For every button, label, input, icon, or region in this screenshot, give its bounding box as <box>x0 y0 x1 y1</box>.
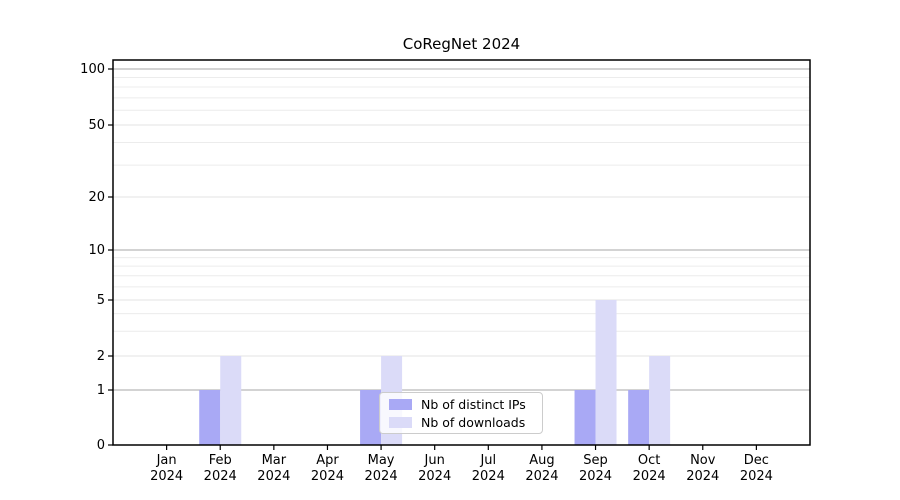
x-tick-label: Oct 2024 <box>619 453 679 485</box>
x-tick-label-line: Jan <box>156 453 177 468</box>
bar-distinct-ips <box>199 390 221 445</box>
bar-downloads <box>220 356 242 445</box>
x-tick-label: Dec 2024 <box>726 453 786 485</box>
x-tick-label-line: 2024 <box>686 469 720 484</box>
x-tick-label-line: 2024 <box>418 469 452 484</box>
plot-border <box>112 59 811 446</box>
y-tick-label: 1 <box>96 382 105 398</box>
bar-downloads <box>649 356 671 445</box>
x-tick-label-line: Oct <box>637 453 661 468</box>
y-tick-label: 20 <box>88 189 105 205</box>
x-tick-label-line: 2024 <box>310 469 344 484</box>
x-tick-label-line: Aug <box>529 453 555 468</box>
legend-item-downloads: Nb of downloads <box>389 415 542 430</box>
x-tick-label-line: Apr <box>316 453 339 468</box>
x-tick-label: Jan 2024 <box>137 453 197 485</box>
legend-label-downloads: Nb of downloads <box>421 414 526 430</box>
x-tick-label-line: 2024 <box>632 469 666 484</box>
bar-distinct-ips <box>574 390 596 445</box>
x-tick-label: Sep 2024 <box>566 453 626 485</box>
x-tick-label: Jun 2024 <box>405 453 465 485</box>
x-tick-label: Aug 2024 <box>512 453 572 485</box>
x-tick-label-line: 2024 <box>471 469 505 484</box>
x-tick-label-line: 2024 <box>203 469 237 484</box>
x-tick-label: May 2024 <box>351 453 411 485</box>
bar-downloads <box>595 300 617 445</box>
x-tick-label-line: Nov <box>690 453 716 468</box>
y-tick-label: 2 <box>96 348 105 364</box>
chart-title: CoRegNet 2024 <box>402 35 521 53</box>
x-tick-label-line: Dec <box>743 453 769 468</box>
legend-item-distinct-ips: Nb of distinct IPs <box>389 397 542 412</box>
x-tick-label-line: Mar <box>261 453 287 468</box>
x-tick-label-line: 2024 <box>578 469 613 484</box>
y-tick-label: 100 <box>80 61 105 77</box>
x-tick-label-line: 2024 <box>150 469 184 484</box>
bar-distinct-ips <box>360 390 382 445</box>
x-tick-label-line: Jun <box>424 453 445 468</box>
legend-swatch-distinct-ips <box>389 398 412 410</box>
legend-swatch-downloads <box>389 416 412 428</box>
x-tick-label: Jul 2024 <box>458 453 518 485</box>
y-tick-label: 5 <box>96 292 105 308</box>
x-tick-label-line: Feb <box>208 453 232 468</box>
x-tick-label-line: 2024 <box>739 469 773 484</box>
y-tick-label: 0 <box>96 437 105 453</box>
x-tick-label: Mar 2024 <box>244 453 304 485</box>
x-tick-label: Apr 2024 <box>297 453 357 485</box>
legend-label-distinct-ips: Nb of distinct IPs <box>421 396 526 412</box>
x-tick-label-line: Sep <box>583 453 608 468</box>
y-tick-label: 10 <box>88 242 105 258</box>
x-tick-label-line: May <box>367 453 395 468</box>
x-tick-label-line: 2024 <box>364 469 398 484</box>
x-tick-label-line: 2024 <box>525 469 559 484</box>
x-tick-label-line: 2024 <box>257 469 291 484</box>
x-tick-label-line: Jul <box>480 453 497 468</box>
legend: Nb of distinct IPs Nb of downloads <box>379 392 543 434</box>
y-tick-label: 50 <box>88 117 105 133</box>
x-tick-label: Feb 2024 <box>190 453 250 485</box>
x-tick-label: Nov 2024 <box>673 453 733 485</box>
bar-distinct-ips <box>628 390 650 445</box>
